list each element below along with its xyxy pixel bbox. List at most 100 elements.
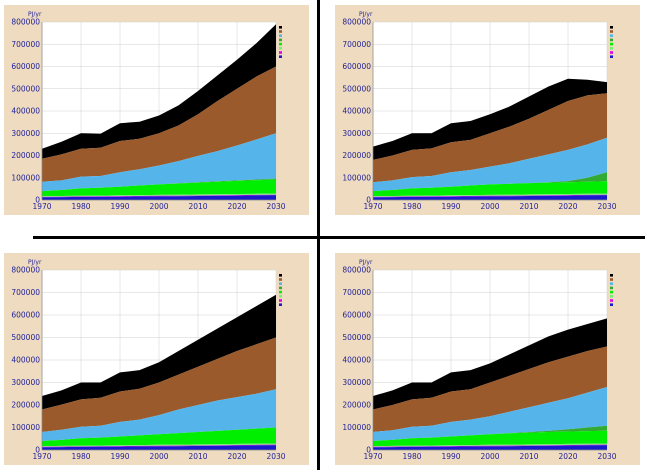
y-tick-label: 0 <box>366 446 371 455</box>
chart-top-right: 0 100000 200000 300000 400000 500000 600000 700… <box>342 11 616 211</box>
y-tick-label: 100000 <box>342 423 371 432</box>
y-tick-label: 400000 <box>11 107 40 116</box>
legend-swatch <box>279 278 282 281</box>
y-tick-label: 300000 <box>11 129 40 138</box>
y-tick-label: 800000 <box>11 266 40 275</box>
area-layer-5 <box>373 137 607 192</box>
y-tick-label: 200000 <box>11 151 40 160</box>
y-tick-label: 200000 <box>342 151 371 160</box>
x-tick-label: 1990 <box>110 202 129 211</box>
y-tick-label: 100000 <box>11 173 40 182</box>
legend-swatch <box>279 42 282 46</box>
area-layer-5 <box>42 389 276 441</box>
legend-swatch <box>279 282 282 285</box>
x-tick-label: 2030 <box>597 452 616 461</box>
x-tick-label: 1970 <box>363 202 382 211</box>
area-layer-2 <box>373 443 607 447</box>
horizontal-divider <box>33 236 645 239</box>
x-tick-label: 1970 <box>32 202 51 211</box>
area-layer-0 <box>42 445 276 450</box>
x-tick-label: 1980 <box>402 202 421 211</box>
x-tick-label: 2000 <box>480 452 499 461</box>
x-tick-label: 1990 <box>441 452 460 461</box>
area-layer-3 <box>42 179 276 197</box>
x-tick-label: 1990 <box>441 202 460 211</box>
x-tick-label: 2010 <box>188 452 207 461</box>
y-unit-label: PJ/yr <box>28 259 42 266</box>
x-tick-label: 1970 <box>32 452 51 461</box>
area-layer-7 <box>42 294 276 410</box>
legend-swatch <box>610 303 613 306</box>
y-tick-label: 600000 <box>342 62 371 71</box>
y-tick-label: 700000 <box>11 288 40 297</box>
vertical-divider <box>317 0 320 470</box>
legend-swatch <box>279 51 282 54</box>
x-tick-label: 2020 <box>227 452 246 461</box>
y-tick-label: 700000 <box>342 40 371 49</box>
area-layer-3 <box>373 430 607 447</box>
x-tick-label: 2020 <box>227 202 246 211</box>
legend-swatch <box>279 290 282 294</box>
area-layer-6 <box>42 337 276 432</box>
y-tick-label: 800000 <box>11 18 40 27</box>
y-tick-label: 400000 <box>342 107 371 116</box>
area-layer-3 <box>373 181 607 197</box>
area-layer-3 <box>42 427 276 447</box>
x-tick-label: 2020 <box>558 202 577 211</box>
legend-swatch <box>610 38 613 42</box>
area-layer-5 <box>373 387 607 441</box>
legend-swatch <box>610 47 613 50</box>
x-tick-label: 2010 <box>519 202 538 211</box>
y-tick-label: 800000 <box>342 18 371 27</box>
area-layer-7 <box>373 78 607 160</box>
legend-swatch <box>279 38 282 42</box>
legend-swatch <box>610 295 613 298</box>
x-tick-label: 2030 <box>597 202 616 211</box>
area-layer-0 <box>373 195 607 200</box>
area-layer-1 <box>42 444 276 448</box>
legend-swatch <box>279 274 282 277</box>
y-unit-label: PJ/yr <box>28 11 42 18</box>
legend-swatch <box>279 55 282 58</box>
y-tick-label: 600000 <box>11 311 40 320</box>
chart-panel-bottom-right: 0 100000 200000 300000 400000 500000 600000 700… <box>335 253 640 465</box>
legend-swatch <box>610 34 613 37</box>
y-tick-label: 100000 <box>342 173 371 182</box>
legend-swatch <box>610 286 613 290</box>
x-tick-label: 1970 <box>363 452 382 461</box>
area-layer-7 <box>42 24 276 159</box>
legend-swatch <box>610 26 613 29</box>
x-tick-label: 2000 <box>149 202 168 211</box>
area-layer-4 <box>373 172 607 192</box>
legend-swatch <box>279 299 282 302</box>
legend-swatch <box>279 286 282 290</box>
legend-swatch <box>279 34 282 37</box>
y-tick-label: 800000 <box>342 266 371 275</box>
y-tick-label: 0 <box>35 196 40 205</box>
legend-swatch <box>279 47 282 50</box>
area-layer-0 <box>42 195 276 200</box>
chart-panel-bottom-left: 0 100000 200000 300000 400000 500000 600000 700… <box>4 253 309 465</box>
area-layer-0 <box>373 445 607 450</box>
area-layer-1 <box>42 194 276 198</box>
x-tick-label: 1990 <box>110 452 129 461</box>
legend-swatch <box>610 51 613 54</box>
x-tick-label: 1980 <box>402 452 421 461</box>
y-unit-label: PJ/yr <box>359 11 373 18</box>
legend-swatch <box>610 290 613 294</box>
legend-swatch <box>279 26 282 29</box>
area-layer-1 <box>373 194 607 198</box>
chart-panel-top-left: 0 100000 200000 300000 400000 500000 600000 700… <box>4 5 309 215</box>
area-layer-4 <box>42 178 276 192</box>
chart-bottom-right: 0 100000 200000 300000 400000 500000 600000 700… <box>342 259 616 461</box>
y-tick-label: 300000 <box>342 378 371 387</box>
legend-swatch <box>610 274 613 277</box>
area-layer-5 <box>42 133 276 192</box>
area-layer-6 <box>373 93 607 183</box>
x-tick-label: 2030 <box>266 452 285 461</box>
area-layer-1 <box>373 444 607 448</box>
chart-panel-top-right: 0 100000 200000 300000 400000 500000 600000 700… <box>335 5 640 215</box>
legend-swatch <box>610 299 613 302</box>
area-layer-2 <box>42 443 276 447</box>
legend-swatch <box>610 30 613 33</box>
